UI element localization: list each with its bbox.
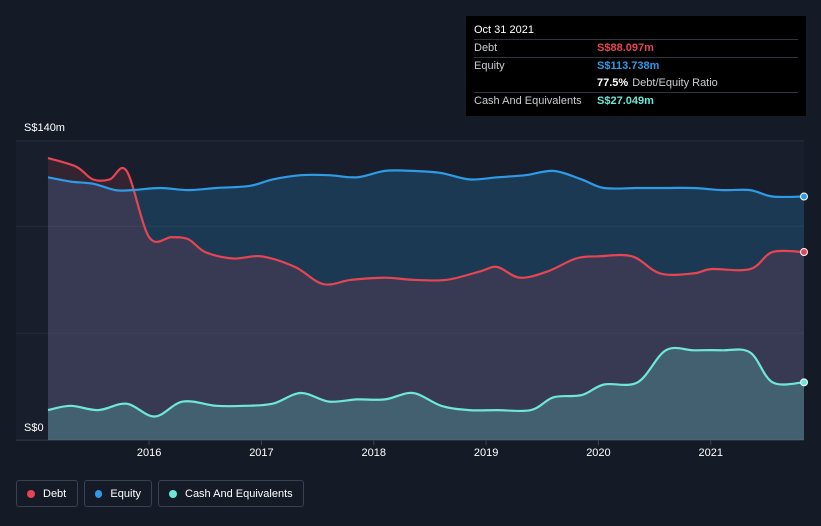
tooltip-equity-value: S$113.738m [597,60,660,72]
cash-legend-dot-icon [169,489,177,498]
y-tick-label-bottom: S$0 [24,422,44,434]
y-tick-label-top: S$140m [24,122,65,134]
x-tick-label: 2017 [249,447,273,459]
equity-line [47,169,805,199]
cash-and-equivalents-area [48,347,804,440]
cash-and-equivalents-end-point [800,378,808,387]
equity-end-point [800,192,808,201]
tooltip: Oct 31 2021 Debt S$88.097m Equity S$113.… [466,16,806,116]
debt-area [48,158,804,440]
x-tick-label: 2020 [586,447,610,459]
x-tick-label: 2018 [362,447,386,459]
tooltip-row-equity: Equity S$113.738m [474,57,798,75]
tooltip-row-debt: Debt S$88.097m [474,39,798,57]
legend-item-equity[interactable]: Equity [84,480,152,507]
legend-item-debt[interactable]: Debt [16,480,78,507]
x-tick-label: 2019 [474,447,498,459]
area-fills [48,158,804,441]
legend-cash-label: Cash And Equivalents [185,487,293,500]
x-axis-ticks: 2016 2017 2018 2019 2020 2021 [137,440,723,459]
x-tick-label: 2021 [699,447,723,459]
legend-item-cash[interactable]: Cash And Equivalents [158,480,304,507]
tooltip-date: Oct 31 2021 [474,24,534,36]
tooltip-ratio-label: Debt/Equity Ratio [632,77,718,89]
tooltip-row-ratio: 77.5% Debt/Equity Ratio [474,75,798,92]
tooltip-row-cash: Cash And Equivalents S$27.049m [474,92,798,110]
end-markers [800,192,808,387]
tooltip-cash-label: Cash And Equivalents [474,95,582,107]
tooltip-debt-label: Debt [474,42,498,54]
legend-equity-label: Equity [110,487,141,500]
equity-area [48,170,804,441]
tooltip-equity-label: Equity [474,60,505,72]
series-lines [47,157,805,418]
cash-and-equivalents-line [47,346,805,418]
legend-debt-label: Debt [43,487,67,500]
x-tick-label: 2016 [137,447,161,459]
gridlines [16,140,804,441]
tooltip-cash-value: S$27.049m [597,95,654,107]
equity-legend-dot-icon [95,489,103,498]
debt-legend-dot-icon [27,489,35,498]
debt-end-point [800,248,808,257]
plot-background [16,141,804,440]
debt-line [47,157,805,286]
tooltip-ratio-value: 77.5% [597,77,629,89]
tooltip-debt-value: S$88.097m [597,42,654,54]
